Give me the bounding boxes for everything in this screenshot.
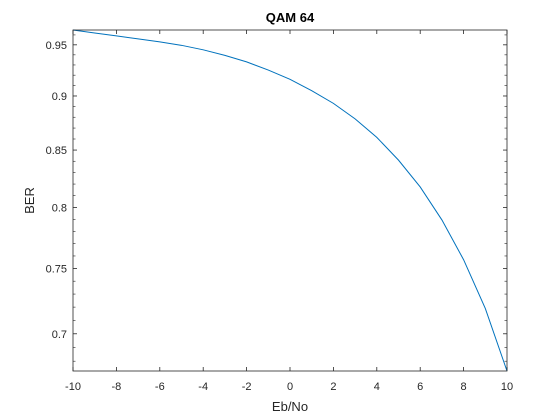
x-tick-label: -2	[242, 381, 252, 393]
x-tick-label: -10	[65, 381, 81, 393]
x-tick-label: 6	[417, 381, 423, 393]
y-tick-label: 0.75	[46, 263, 67, 275]
x-tick-label: -4	[198, 381, 208, 393]
y-tick-label: 0.8	[52, 202, 67, 214]
x-tick-label: -6	[155, 381, 165, 393]
chart-title: QAM 64	[266, 10, 315, 25]
y-tick-label: 0.9	[52, 91, 67, 103]
x-tick-label: 0	[287, 381, 293, 393]
y-tick-label: 0.95	[46, 40, 67, 52]
plot-area	[73, 30, 507, 371]
x-tick-label: 4	[374, 381, 380, 393]
y-tick-label: 0.7	[52, 329, 67, 341]
x-tick-label: 8	[461, 381, 467, 393]
x-tick-label: -8	[112, 381, 122, 393]
x-tick-label: 2	[330, 381, 336, 393]
x-tick-label: 10	[501, 381, 513, 393]
y-tick-label: 0.85	[46, 145, 67, 157]
y-axis-label: BER	[22, 187, 37, 214]
x-axis-label: Eb/No	[272, 399, 308, 414]
